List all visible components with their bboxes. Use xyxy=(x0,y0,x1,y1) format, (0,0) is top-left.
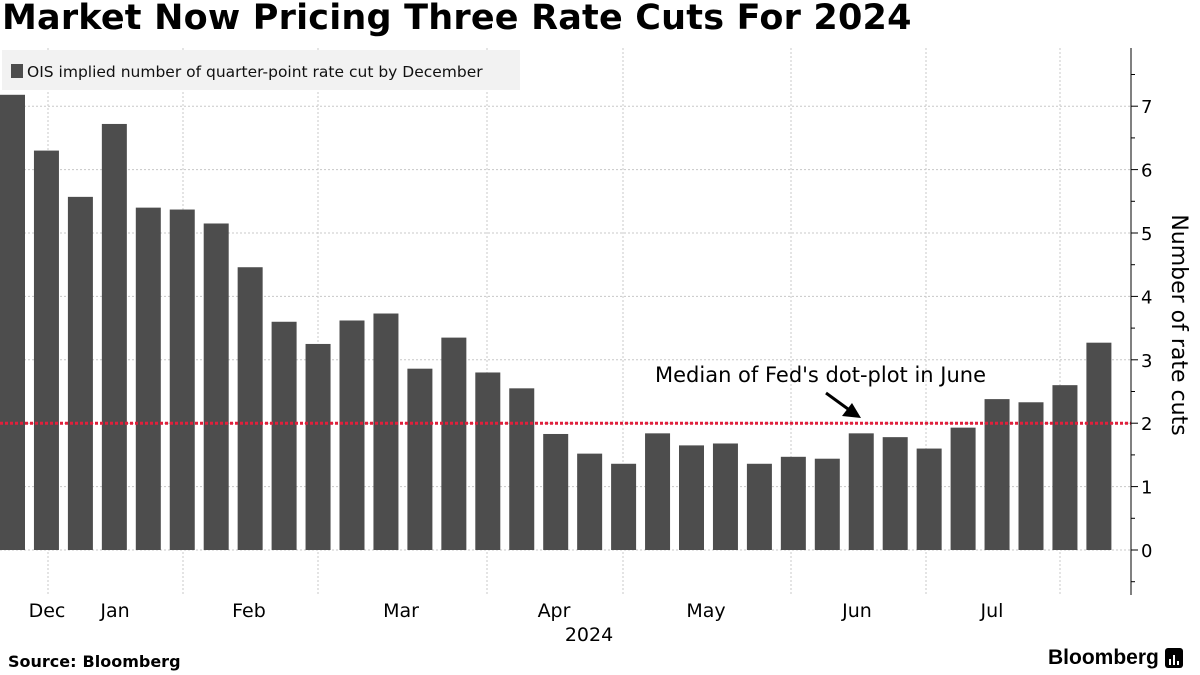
arrow-head xyxy=(842,403,861,418)
x-tick-label-jan: Jan xyxy=(99,600,129,622)
bar-8 xyxy=(271,321,297,550)
bars xyxy=(0,94,1112,551)
bar-25 xyxy=(848,433,874,550)
bar-21 xyxy=(712,443,738,550)
y-tick-label-5: 5 xyxy=(1141,224,1152,245)
legend-background xyxy=(2,50,520,90)
chart-title: Market Now Pricing Three Rate Cuts For 2… xyxy=(2,0,912,38)
bar-23 xyxy=(780,456,806,550)
annotation-arrow xyxy=(825,391,861,418)
bar-15 xyxy=(509,388,535,550)
x-tick-label-mar: Mar xyxy=(383,600,419,622)
y-axis-label: Number of rate cuts xyxy=(1166,214,1191,435)
y-tick-label-6: 6 xyxy=(1141,161,1152,182)
legend-label: OIS implied number of quarter-point rate… xyxy=(27,63,483,81)
bar-3 xyxy=(101,123,127,551)
y-tick-label-0: 0 xyxy=(1141,541,1152,562)
y-tick-label-4: 4 xyxy=(1141,287,1152,308)
bar-22 xyxy=(746,463,772,550)
bar-0 xyxy=(0,94,25,551)
bar-5 xyxy=(169,209,195,551)
x-tick-label-dec: Dec xyxy=(29,600,66,622)
bar-12 xyxy=(407,368,433,550)
y-tick-label-7: 7 xyxy=(1141,97,1152,118)
y-tick-label-1: 1 xyxy=(1141,478,1152,499)
bar-13 xyxy=(441,337,467,550)
reference-line-annotation: Median of Fed's dot-plot in June xyxy=(655,363,986,387)
bar-10 xyxy=(339,320,365,550)
brand-logo: Bloomberg xyxy=(1048,646,1183,670)
source-value: Bloomberg xyxy=(82,652,181,671)
bar-24 xyxy=(814,458,840,550)
bar-27 xyxy=(916,448,942,550)
bar-28 xyxy=(950,427,976,550)
bar-32 xyxy=(1086,342,1112,550)
y-tick-label-3: 3 xyxy=(1141,351,1152,372)
x-tick-label-may: May xyxy=(686,600,725,622)
bar-17 xyxy=(577,453,603,550)
y-tick-label-2: 2 xyxy=(1141,414,1152,435)
bar-2 xyxy=(67,196,93,550)
bar-7 xyxy=(237,267,263,550)
bar-1 xyxy=(33,150,59,550)
arrow-shaft xyxy=(825,391,849,411)
bar-30 xyxy=(1018,402,1044,550)
x-axis-year-label: 2024 xyxy=(565,624,613,646)
source-label: Source: xyxy=(8,652,77,671)
brand-name: Bloomberg xyxy=(1048,646,1159,669)
y-axis-ticks: 0 1 2 3 4 5 6 7 xyxy=(1131,74,1152,583)
bar-26 xyxy=(882,437,908,550)
bar-6 xyxy=(203,223,229,551)
x-tick-label-jun: Jun xyxy=(841,600,872,622)
bar-31 xyxy=(1052,385,1078,550)
legend-swatch xyxy=(11,64,23,78)
bar-19 xyxy=(645,433,671,550)
x-axis-ticks: Dec Jan Feb Mar Apr May Jun Jul xyxy=(29,600,1004,622)
legend: OIS implied number of quarter-point rate… xyxy=(2,50,520,90)
bar-20 xyxy=(679,445,704,550)
bar-11 xyxy=(373,313,399,550)
bloomberg-terminal-icon xyxy=(1164,648,1183,668)
x-tick-label-feb: Feb xyxy=(232,600,266,622)
source-note: Source: Bloomberg xyxy=(8,652,181,671)
bar-14 xyxy=(475,372,501,550)
bar-4 xyxy=(135,207,161,550)
bar-18 xyxy=(611,463,637,550)
x-tick-label-jul: Jul xyxy=(980,600,1004,622)
x-tick-label-apr: Apr xyxy=(538,600,571,622)
bar-9 xyxy=(305,343,331,550)
bar-16 xyxy=(543,433,569,550)
